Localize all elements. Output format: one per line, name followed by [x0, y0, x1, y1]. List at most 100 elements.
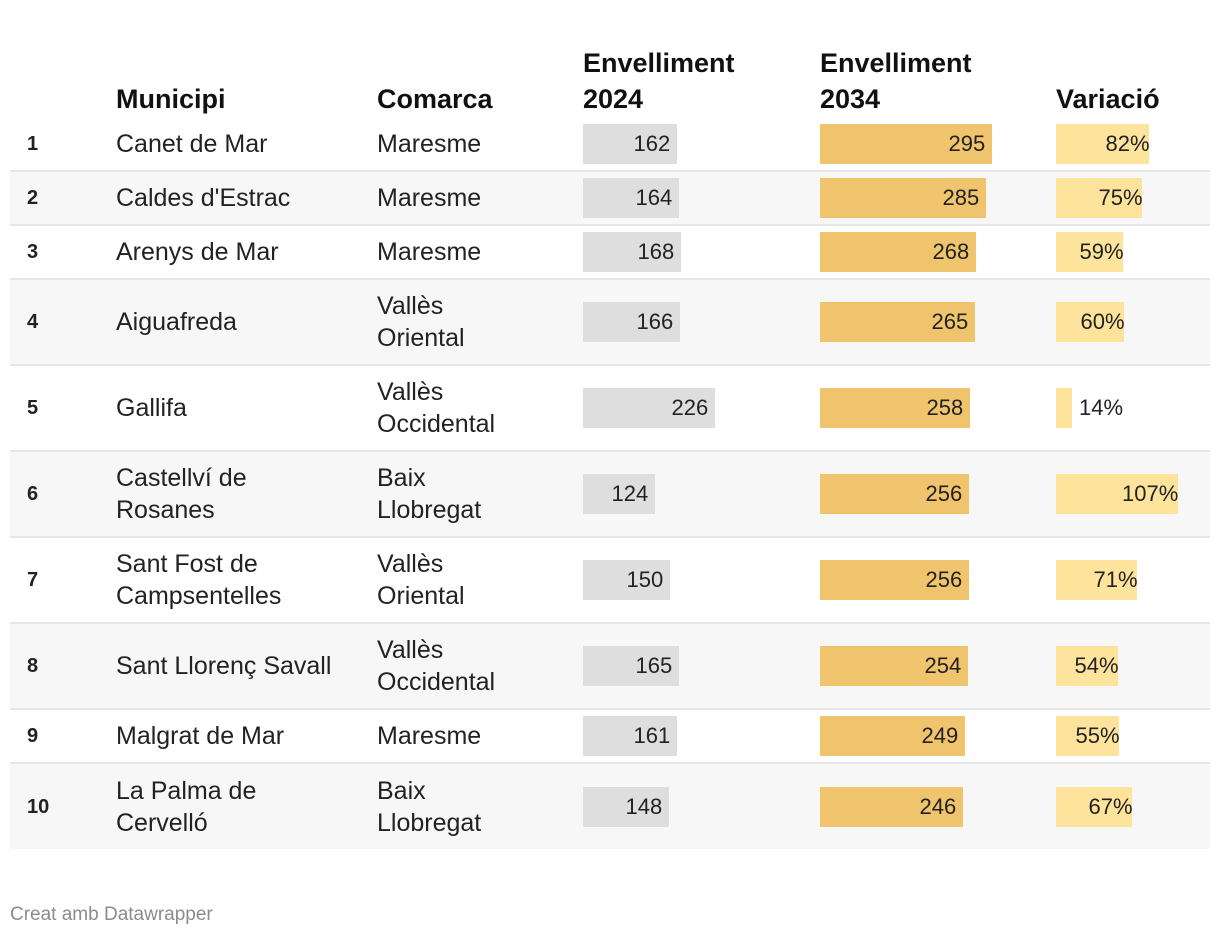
change-label: 71%	[1093, 567, 1138, 592]
aging-2034-cell: 258	[820, 365, 1056, 451]
change-cell: 14%	[1056, 365, 1210, 451]
table-row: 5 Gallifa Vallès Occidental 226 258 14%	[10, 365, 1210, 451]
change-bar	[1056, 786, 1132, 827]
aging-2034-label: 256	[925, 481, 963, 506]
aging-2024-cell: 162	[583, 117, 820, 171]
municipality-cell: Aiguafreda	[116, 308, 237, 336]
rank-cell: 4	[27, 311, 39, 333]
header-aging-2034[interactable]: Envelliment 2034	[820, 48, 972, 114]
table-row: 3 Arenys de Mar Maresme 168 268 59%	[10, 225, 1210, 279]
county-cell: Vallès Occidental	[377, 636, 496, 696]
rank-cell: 1	[27, 132, 39, 155]
change-bar	[1056, 302, 1124, 342]
header-change[interactable]: Variació	[1056, 84, 1160, 114]
county-cell: Maresme	[377, 184, 482, 212]
change-bar	[1056, 388, 1072, 428]
header-aging-2024[interactable]: Envelliment 2024	[583, 48, 735, 114]
aging-2034-label: 285	[942, 185, 980, 210]
aging-2034-cell: 246	[820, 763, 1056, 849]
aging-2024-bar	[583, 178, 679, 218]
aging-2034-bar	[820, 302, 975, 342]
aging-2024-bar	[583, 123, 677, 164]
county-cell: Maresme	[377, 129, 482, 158]
header-county[interactable]: Comarca	[377, 84, 493, 114]
change-cell: 59%	[1056, 225, 1210, 279]
data-table: Municipi Comarca Envelliment 2024 Envell…	[10, 45, 1210, 849]
rank-cell: 8	[27, 655, 39, 677]
municipality-cell: Caldes d'Estrac	[116, 184, 291, 212]
change-bar	[1056, 232, 1123, 272]
change-label: 82%	[1105, 130, 1150, 156]
change-bar	[1056, 560, 1137, 600]
county-cell: Maresme	[377, 238, 482, 266]
aging-2024-bar	[583, 786, 669, 827]
county-cell: Maresme	[377, 722, 482, 750]
county-cell: Vallès Oriental	[377, 292, 465, 352]
aging-2024-label: 164	[635, 185, 673, 210]
aging-2034-bar	[820, 786, 963, 827]
header-row: Municipi Comarca Envelliment 2024 Envell…	[10, 45, 1210, 117]
table-row: 2 Caldes d'Estrac Maresme 164 285 75%	[10, 171, 1210, 225]
aging-2024-bar	[583, 646, 679, 686]
aging-2034-cell: 254	[820, 623, 1056, 709]
aging-2034-label: 268	[932, 239, 970, 264]
aging-2024-cell: 148	[583, 763, 820, 849]
change-label: 107%	[1122, 481, 1179, 506]
aging-2024-label: 150	[626, 567, 664, 592]
change-cell: 60%	[1056, 279, 1210, 365]
change-cell: 82%	[1056, 117, 1210, 171]
aging-2034-cell: 256	[820, 451, 1056, 537]
aging-2024-bar	[583, 716, 677, 756]
aging-2024-label: 168	[637, 239, 675, 264]
rank-cell: 6	[27, 483, 39, 505]
aging-2024-bar	[583, 388, 715, 428]
change-bar	[1056, 123, 1149, 164]
table-row: 9 Malgrat de Mar Maresme 161 249 55%	[10, 709, 1210, 763]
header-municipality[interactable]: Municipi	[116, 84, 226, 114]
aging-2034-label: 249	[921, 723, 959, 748]
change-label: 60%	[1080, 309, 1125, 334]
rank-cell: 10	[27, 795, 50, 818]
aging-2024-label: 165	[635, 653, 673, 678]
aging-2024-cell: 165	[583, 623, 820, 709]
aging-2034-label: 254	[924, 653, 962, 678]
change-cell: 75%	[1056, 171, 1210, 225]
aging-2024-bar	[583, 302, 680, 342]
municipality-cell: La Palma de Cervelló	[116, 776, 257, 837]
change-cell: 67%	[1056, 763, 1210, 849]
header-rank	[10, 45, 116, 117]
aging-2034-bar	[820, 474, 969, 514]
rank-cell: 7	[27, 569, 39, 591]
aging-2034-label: 265	[931, 309, 969, 334]
aging-2024-cell: 124	[583, 451, 820, 537]
aging-2024-cell: 161	[583, 709, 820, 763]
rank-cell: 9	[27, 725, 39, 747]
table-row: 10 La Palma de Cervelló Baix Llobregat 148 2…	[10, 763, 1210, 849]
municipality-cell: Sant Llorenç Savall	[116, 652, 332, 680]
change-bar	[1056, 474, 1178, 514]
aging-2024-cell: 168	[583, 225, 820, 279]
rank-cell: 5	[27, 397, 39, 419]
aging-2024-bar	[583, 474, 655, 514]
change-label: 55%	[1075, 723, 1120, 748]
municipality-cell: Sant Fost de Campsentelles	[116, 550, 282, 610]
aging-2034-bar	[820, 646, 968, 686]
aging-2024-label: 226	[671, 395, 709, 420]
aging-2024-label: 162	[633, 130, 671, 156]
aging-2034-cell: 265	[820, 279, 1056, 365]
aging-2034-cell: 285	[820, 171, 1056, 225]
county-cell: Vallès Oriental	[377, 550, 465, 610]
aging-2024-cell: 150	[583, 537, 820, 623]
aging-2034-label: 246	[919, 793, 957, 819]
change-cell: 55%	[1056, 709, 1210, 763]
change-label: 59%	[1079, 239, 1124, 264]
aging-2034-bar	[820, 716, 965, 756]
aging-2034-bar	[820, 560, 969, 600]
aging-2034-cell: 268	[820, 225, 1056, 279]
rank-cell: 3	[27, 241, 39, 263]
table-body: 1 Canet de Mar Maresme 162 295 82% 2 Caldes d'E…	[10, 117, 1210, 849]
change-label: 54%	[1074, 653, 1119, 678]
table-row: 1 Canet de Mar Maresme 162 295 82%	[10, 117, 1210, 171]
aging-2034-bar	[820, 232, 976, 272]
aging-2034-label: 256	[925, 567, 963, 592]
